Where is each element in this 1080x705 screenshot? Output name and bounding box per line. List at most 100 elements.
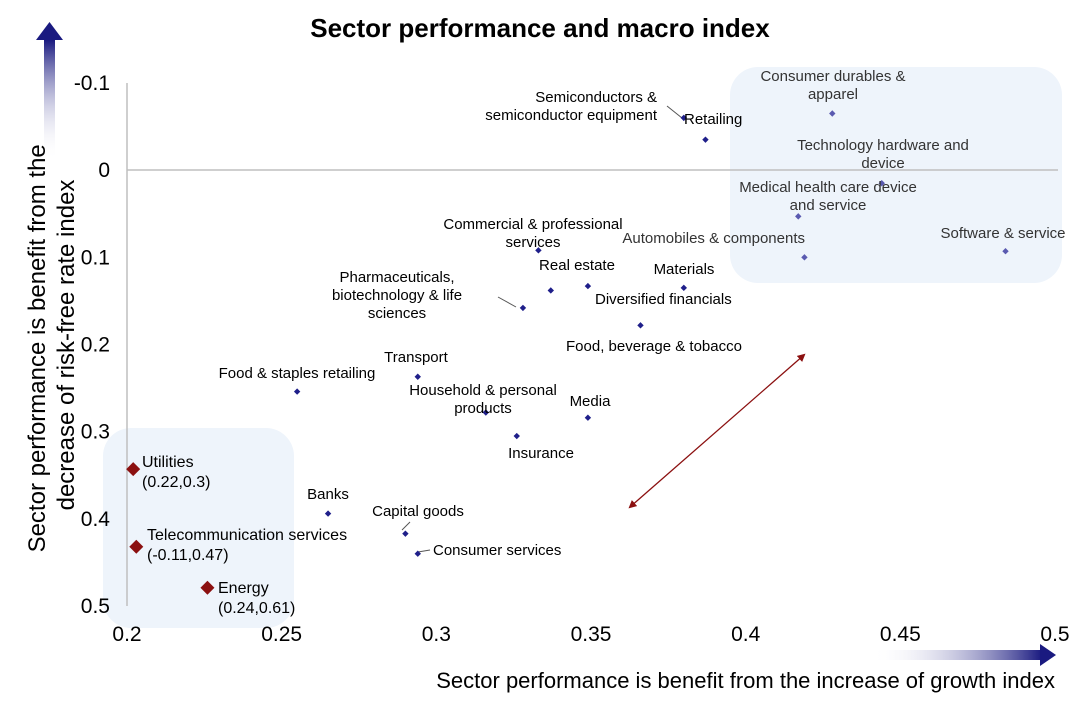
data-label-line: apparel xyxy=(808,86,858,103)
chart-title: Sector performance and macro index xyxy=(310,13,770,43)
y-tick-label: -0.1 xyxy=(74,72,110,95)
data-label: Consumer services xyxy=(433,542,561,559)
leader-line xyxy=(417,549,431,553)
y-axis-arrow-icon xyxy=(36,22,63,40)
data-label-line: Food, beverage & tobacco xyxy=(566,338,742,355)
data-label: Food, beverage & tobacco xyxy=(566,338,742,355)
data-label-line: services xyxy=(505,234,560,251)
y-tick-label: 0.1 xyxy=(81,246,110,269)
data-label-line: semiconductor equipment xyxy=(485,107,658,124)
data-point xyxy=(878,180,885,187)
data-point xyxy=(513,432,520,440)
data-label: Commercial & professional services xyxy=(443,216,622,251)
data-label-line: Real estate xyxy=(539,257,615,274)
x-axis-arrow-icon xyxy=(1040,644,1056,666)
data-label: Technology hardware and device xyxy=(797,137,969,172)
y-tick-label: 0.3 xyxy=(81,421,110,444)
highlighted-coord: (0.24,0.61) xyxy=(218,600,295,617)
highlighted-point xyxy=(200,580,215,595)
leader-line xyxy=(666,105,683,119)
x-tick-label: 0.45 xyxy=(880,623,921,646)
data-label: Food & staples retailing xyxy=(219,365,376,382)
data-point xyxy=(535,247,542,254)
data-point xyxy=(324,510,332,517)
data-label: Transport xyxy=(384,349,448,366)
data-label-line: Semiconductors & xyxy=(535,89,657,106)
data-label: Pharmaceuticals, biotechnology & life scie… xyxy=(332,269,462,322)
data-label: Automobiles & components xyxy=(622,230,805,247)
data-label: Retailing xyxy=(684,111,742,128)
data-label-line: Transport xyxy=(384,349,448,366)
x-tick-label: 0.25 xyxy=(261,623,302,646)
x-axis-label: Sector performance is benefit from the i… xyxy=(436,668,1055,693)
data-point xyxy=(402,530,409,537)
data-label-line: products xyxy=(454,400,512,417)
data-label-line: Materials xyxy=(654,261,715,278)
y-tick-label: 0.2 xyxy=(81,334,110,357)
data-label-line: sciences xyxy=(368,305,426,322)
defensive-cluster-box xyxy=(103,428,294,628)
data-point xyxy=(414,550,421,557)
data-point xyxy=(547,287,554,294)
y-tick-labels: -0.1 0 0.1 0.2 0.3 0.4 0.5 xyxy=(74,72,110,618)
data-label-line: Capital goods xyxy=(372,503,464,520)
data-point xyxy=(519,304,527,312)
data-point xyxy=(584,414,592,421)
data-label: Software & service xyxy=(940,225,1065,242)
data-label-line: Food & staples retailing xyxy=(219,365,376,382)
data-label-line: device xyxy=(861,155,904,172)
data-label: Consumer durables & apparel xyxy=(760,68,905,103)
data-point xyxy=(801,254,808,261)
x-tick-label: 0.5 xyxy=(1040,623,1069,646)
leader-line xyxy=(401,521,411,531)
growth-cluster-box xyxy=(730,67,1062,283)
y-tick-label: 0.4 xyxy=(81,508,111,531)
data-point xyxy=(680,114,687,122)
y-axis-label: Sector performance is benefit from the d… xyxy=(24,138,80,553)
x-tick-label: 0.4 xyxy=(731,623,761,646)
data-label-line: and service xyxy=(790,197,867,214)
data-label-line: Insurance xyxy=(508,445,574,462)
x-axis-gradient-bar xyxy=(872,650,1042,660)
x-tick-labels: 0.2 0.25 0.3 0.35 0.4 0.45 0.5 xyxy=(112,623,1069,646)
y-tick-label: 0.5 xyxy=(81,595,110,618)
highlighted-name: Telecommunication services xyxy=(147,527,347,544)
data-label-line: Consumer services xyxy=(433,542,561,559)
data-label: Materials xyxy=(654,261,715,278)
data-point xyxy=(680,284,687,292)
highlighted-name: Energy xyxy=(218,580,269,597)
data-label-line: Household & personal xyxy=(409,382,557,399)
data-label-line: Commercial & professional xyxy=(443,216,622,233)
highlighted-coord: (0.22,0.3) xyxy=(142,474,210,491)
x-tick-label: 0.35 xyxy=(571,623,612,646)
highlighted-coord: (-0.11,0.47) xyxy=(147,547,229,564)
data-point xyxy=(482,409,490,416)
data-label: Real estate xyxy=(539,257,615,274)
data-points xyxy=(126,110,1009,595)
y-axis-label-line2: decrease of risk-free rate index xyxy=(53,180,80,511)
leader-line xyxy=(497,296,517,308)
highlighted-point xyxy=(126,462,141,477)
x-tick-label: 0.3 xyxy=(422,623,451,646)
data-label: Capital goods xyxy=(372,503,464,520)
data-label: Semiconductors & semiconductor equipment xyxy=(485,89,658,124)
data-label-line: Pharmaceuticals, xyxy=(339,269,454,286)
data-label: Household & personal products xyxy=(409,382,557,417)
y-axis-label-line1: Sector performance is benefit from the xyxy=(24,144,51,552)
data-point xyxy=(702,136,709,143)
data-point xyxy=(829,110,836,117)
label-leader-lines xyxy=(401,105,683,553)
data-label-line: Consumer durables & xyxy=(760,68,905,85)
data-labels: Semiconductors & semiconductor equipment R… xyxy=(142,68,1066,617)
data-label-line: Diversified financials xyxy=(595,291,732,308)
data-point xyxy=(584,282,592,290)
data-label-line: Technology hardware and xyxy=(797,137,969,154)
data-point xyxy=(637,322,644,329)
data-point xyxy=(1002,248,1009,255)
data-label: Banks xyxy=(307,486,349,503)
data-label: Diversified financials xyxy=(595,291,732,308)
highlighted-name: Utilities xyxy=(142,454,194,471)
highlighted-label: Energy (0.24,0.61) xyxy=(218,580,295,617)
data-label-line: Automobiles & components xyxy=(622,230,805,247)
